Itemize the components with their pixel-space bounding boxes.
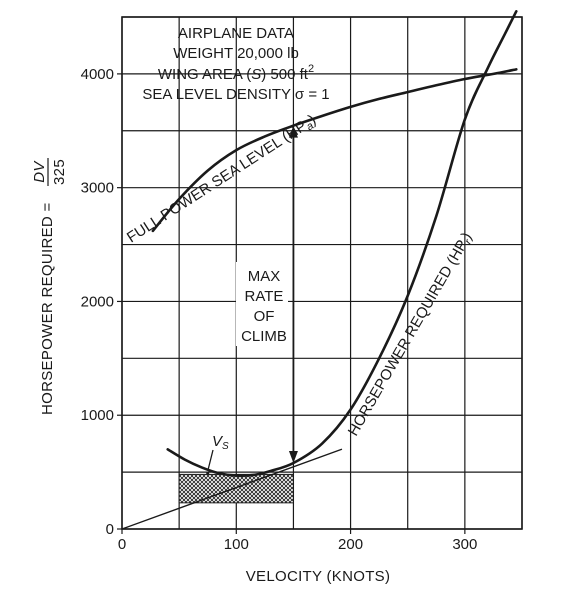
airplane-data-box: AIRPLANE DATA WEIGHT 20,000 lb WING AREA… — [142, 25, 329, 103]
vs-label: VS — [212, 433, 229, 452]
y-axis-title: HORSEPOWER REQUIRED = DV 325 — [31, 158, 68, 415]
max-roc-arrowhead-bottom — [288, 451, 298, 464]
max-roc-line-1: MAX — [248, 268, 281, 285]
y-tick-label: 3000 — [81, 180, 114, 197]
y-tick-label: 4000 — [81, 66, 114, 83]
y-tick-label: 1000 — [81, 407, 114, 424]
info-line-2: WEIGHT 20,000 lb — [173, 45, 299, 62]
info-line-3-pre: WING AREA ( — [158, 66, 251, 83]
vs-label-sub: S — [222, 441, 229, 452]
vs-pointer — [207, 449, 214, 471]
series-layer — [121, 10, 518, 530]
max-roc-arrowhead-top — [288, 125, 298, 138]
full-power-curve — [151, 68, 518, 233]
x-axis-title: VELOCITY (KNOTS) — [246, 568, 391, 585]
info-line-1: AIRPLANE DATA — [178, 25, 294, 42]
max-rate-of-climb-label: MAX RATE OF CLIMB — [236, 262, 288, 346]
info-line-3-mid: ) 500 ft — [261, 66, 309, 83]
stall-region-hatch — [178, 473, 294, 504]
full-power-label-text: FULL POWER SEA LEVEL (HP — [124, 117, 310, 246]
y-axis-title-denominator: 325 — [51, 159, 68, 185]
vs-label-main: V — [212, 433, 224, 450]
hp-required-curve-label: HORSEPOWER REQUIRED (HPr) — [345, 230, 477, 440]
info-line-3: WING AREA (S) 500 ft2 — [158, 63, 314, 83]
plot-frame — [121, 16, 523, 530]
full-power-label-sub: a — [304, 120, 316, 133]
x-tick-label: 200 — [338, 536, 363, 553]
grid — [121, 16, 523, 530]
x-tick-label: 100 — [224, 536, 249, 553]
y-tick-label: 2000 — [81, 293, 114, 310]
hp-required-curve — [166, 10, 518, 477]
max-roc-line-3: OF — [254, 308, 275, 325]
info-line-4: SEA LEVEL DENSITY σ = 1 — [142, 86, 329, 103]
x-tick-label: 300 — [452, 536, 477, 553]
hp-required-label-sub: r — [462, 236, 475, 246]
info-line-3-s: S — [251, 66, 261, 83]
x-tick-label: 0 — [118, 536, 126, 553]
y-axis-title-numerator: DV — [31, 160, 48, 183]
vs-point — [206, 471, 210, 475]
max-roc-label-bg — [236, 262, 288, 346]
max-roc-line-2: RATE — [245, 288, 284, 305]
tangent-line — [121, 448, 343, 530]
y-axis-title-main: HORSEPOWER REQUIRED = — [39, 202, 56, 415]
info-line-3-sup: 2 — [308, 63, 314, 75]
y-tick-label: 0 — [106, 521, 114, 538]
full-power-curve-label: FULL POWER SEA LEVEL (HPa) — [124, 111, 320, 248]
max-roc-line-4: CLIMB — [241, 328, 287, 345]
